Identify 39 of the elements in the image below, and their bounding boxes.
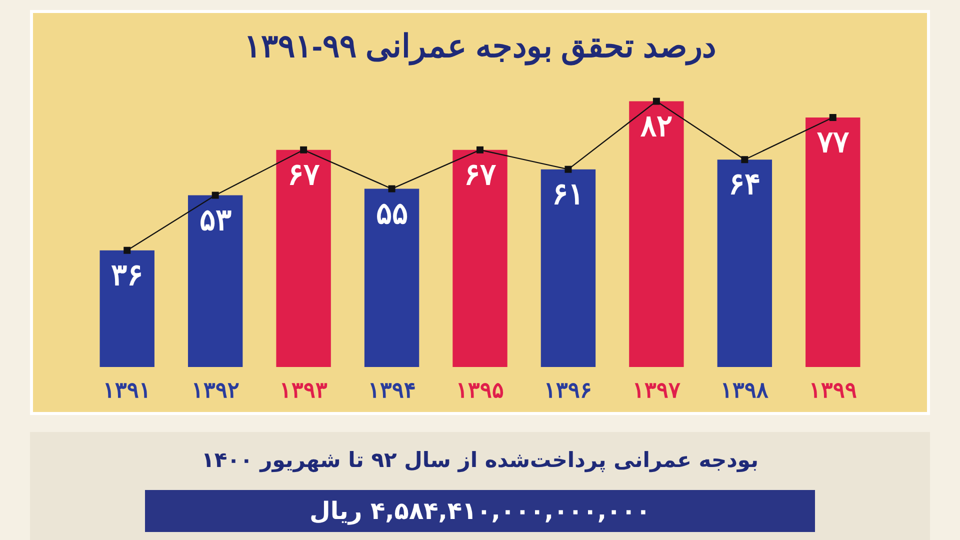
data-label: ۶۴ [728, 168, 761, 202]
x-tick-label: ۱۳۹۱ [103, 378, 152, 402]
bar [364, 188, 420, 367]
data-label: ۶۱ [552, 178, 584, 211]
x-tick-label: ۱۳۹۴ [368, 378, 416, 402]
bar [100, 250, 154, 367]
point [124, 246, 131, 254]
data-label: ۵۳ [199, 204, 232, 237]
x-tick-label: ۱۳۹۶ [544, 378, 592, 402]
data-label: ۶۷ [288, 158, 321, 192]
point [476, 146, 484, 154]
text: ۴,۵۸۴,۴۱۰,۰۰۰,۰۰۰,۰۰۰ ریال [145, 490, 815, 532]
bar [188, 195, 243, 367]
point [564, 166, 572, 173]
x-tick-label: ۱۳۹۳ [280, 378, 328, 402]
bar [452, 150, 508, 367]
x-tick-label: ۱۳۹۵ [456, 378, 504, 402]
point [741, 156, 748, 164]
data-label: ۸۲ [640, 110, 672, 143]
bar [629, 101, 684, 367]
point [212, 192, 219, 199]
point [388, 185, 396, 192]
bar [717, 160, 772, 367]
x-tick-label: ۱۳۹۷ [632, 378, 680, 402]
point [300, 146, 308, 154]
point [829, 114, 836, 121]
data-label: ۶۷ [464, 158, 497, 192]
x-tick-label: ۱۳۹۸ [720, 378, 769, 402]
point [652, 98, 660, 105]
x-tick-label: ۱۳۹۲ [191, 378, 240, 402]
x-tick-label: ۱۳۹۹ [808, 378, 857, 402]
text: بودجه عمرانی پرداخت‌شده از سال ۹۲ تا شهریور ۱۴۰۰ [200, 448, 760, 472]
bar [806, 117, 860, 367]
chart-title: درصد تحقق بودجه عمرانی ۹۹-۱۳۹۱ [244, 28, 716, 66]
bar [276, 150, 331, 367]
data-label: ۷۷ [816, 126, 850, 159]
data-label: ۳۶ [111, 258, 144, 292]
bar [540, 169, 596, 367]
data-label: ۵۵ [376, 197, 408, 230]
